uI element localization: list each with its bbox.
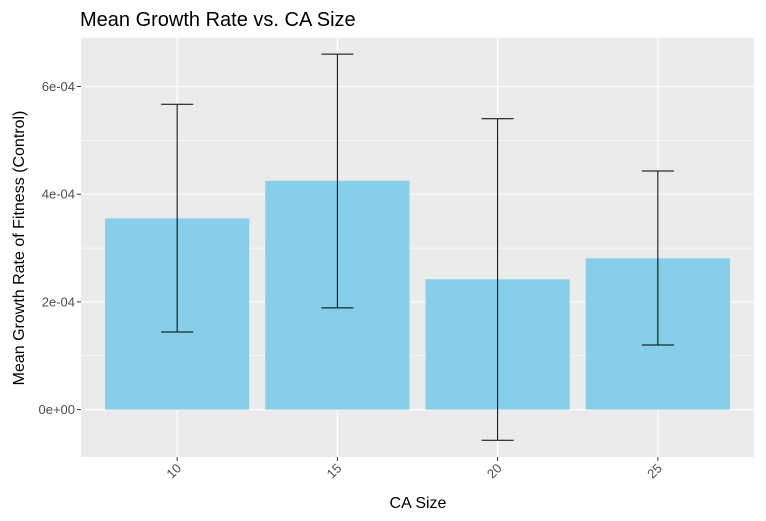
y-tick-label: 2e-04 [42,294,75,309]
y-tick-label: 6e-04 [42,79,75,94]
x-tick-label: 15 [324,461,345,482]
x-tick-label: 20 [484,461,505,482]
y-axis: 0e+00 2e-04 4e-04 6e-04 [38,79,81,417]
chart-title: Mean Growth Rate vs. CA Size [80,9,356,31]
errorbar-10 [161,103,194,333]
errorbar-25 [641,170,674,346]
error-bars [161,53,674,441]
x-axis: 10 15 20 25 [163,457,665,481]
x-tick-label: 10 [163,461,184,482]
y-tick-label: 0e+00 [38,402,75,417]
errorbar-20 [481,118,514,441]
y-axis-title: Mean Growth Rate of Fitness (Control) [11,111,28,386]
errorbar-15 [321,53,354,309]
x-axis-title: CA Size [390,495,447,512]
y-tick-label: 4e-04 [42,187,75,202]
x-tick-label: 25 [644,461,665,482]
